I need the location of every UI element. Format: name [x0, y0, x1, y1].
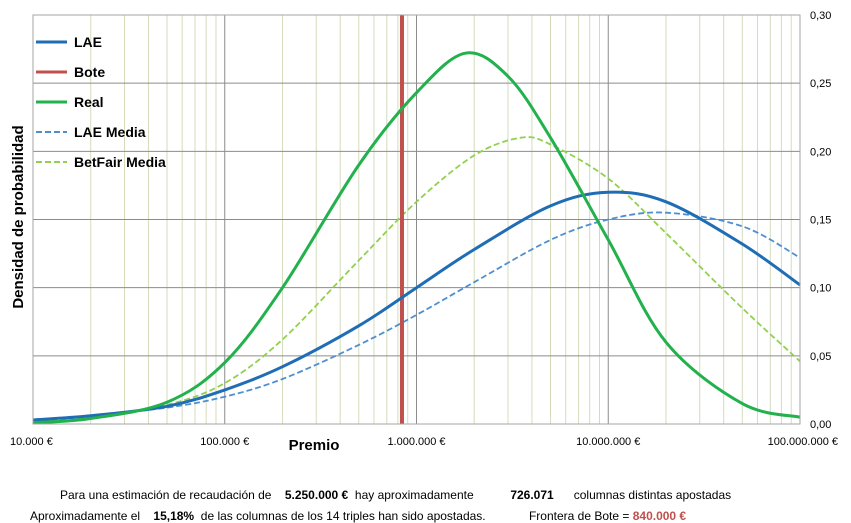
series-line-betfair-media [32, 136, 801, 423]
x-axis-title: Premio [289, 437, 340, 454]
y-tick-label: 0,25 [810, 78, 831, 90]
x-tick-label: 10.000.000 € [576, 436, 640, 448]
x-tick-label: 100.000 € [200, 436, 249, 448]
density-chart: 10.000 € 100.000 € 1.000.000 € 10.000.000 €… [10, 10, 838, 454]
percentage-value: 15,18% [153, 509, 195, 523]
footer-text: hay aproximadamente [354, 488, 474, 502]
x-tick-label: 1.000.000 € [387, 436, 445, 448]
series-line-lae-media [32, 211, 801, 423]
legend-label-lae: LAE [74, 34, 102, 50]
legend: LAE Bote Real LAE Media BetFair Media [36, 34, 166, 170]
footer-line-1: Para una estimación de recaudación de 5.… [60, 488, 731, 502]
series-group [32, 15, 801, 425]
legend-label-betfair-media: BetFair Media [74, 154, 166, 170]
y-tick-label: 0,10 [810, 283, 831, 295]
legend-label-real: Real [74, 94, 104, 110]
footer-text: columnas distintas apostadas [573, 488, 732, 502]
legend-label-lae-media: LAE Media [74, 124, 146, 140]
jackpot-threshold-value: 840.000 € [632, 509, 687, 523]
x-tick-label: 100.000.000 € [768, 436, 838, 448]
y-tick-label: 0,20 [810, 146, 831, 158]
y-tick-label: 0,30 [810, 10, 831, 22]
series-line-real [32, 51, 801, 425]
plot-area [32, 14, 801, 425]
footer-line-2: Aproximadamente el 15,18% de las columna… [30, 509, 686, 523]
distinct-columns-value: 726.071 [510, 488, 554, 502]
footer-text: Frontera de Bote = [528, 509, 630, 523]
grid [33, 15, 800, 424]
y-tick-label: 0,05 [810, 351, 831, 363]
y-tick-label: 0,00 [810, 419, 831, 431]
x-tick-label: 10.000 € [10, 436, 53, 448]
footer-text: Aproximadamente el [30, 509, 141, 523]
y-axis-title: Densidad de probabilidad [10, 125, 27, 308]
legend-label-bote: Bote [74, 64, 105, 80]
estimated-collection-value: 5.250.000 € [284, 488, 349, 502]
series-line-lae [32, 190, 801, 422]
footer-text: Para una estimación de recaudación de [60, 488, 272, 502]
footer-text: de las columnas de los 14 triples han si… [200, 509, 486, 523]
y-tick-label: 0,15 [810, 215, 831, 227]
tick-labels: 10.000 € 100.000 € 1.000.000 € 10.000.000 €… [10, 10, 838, 448]
